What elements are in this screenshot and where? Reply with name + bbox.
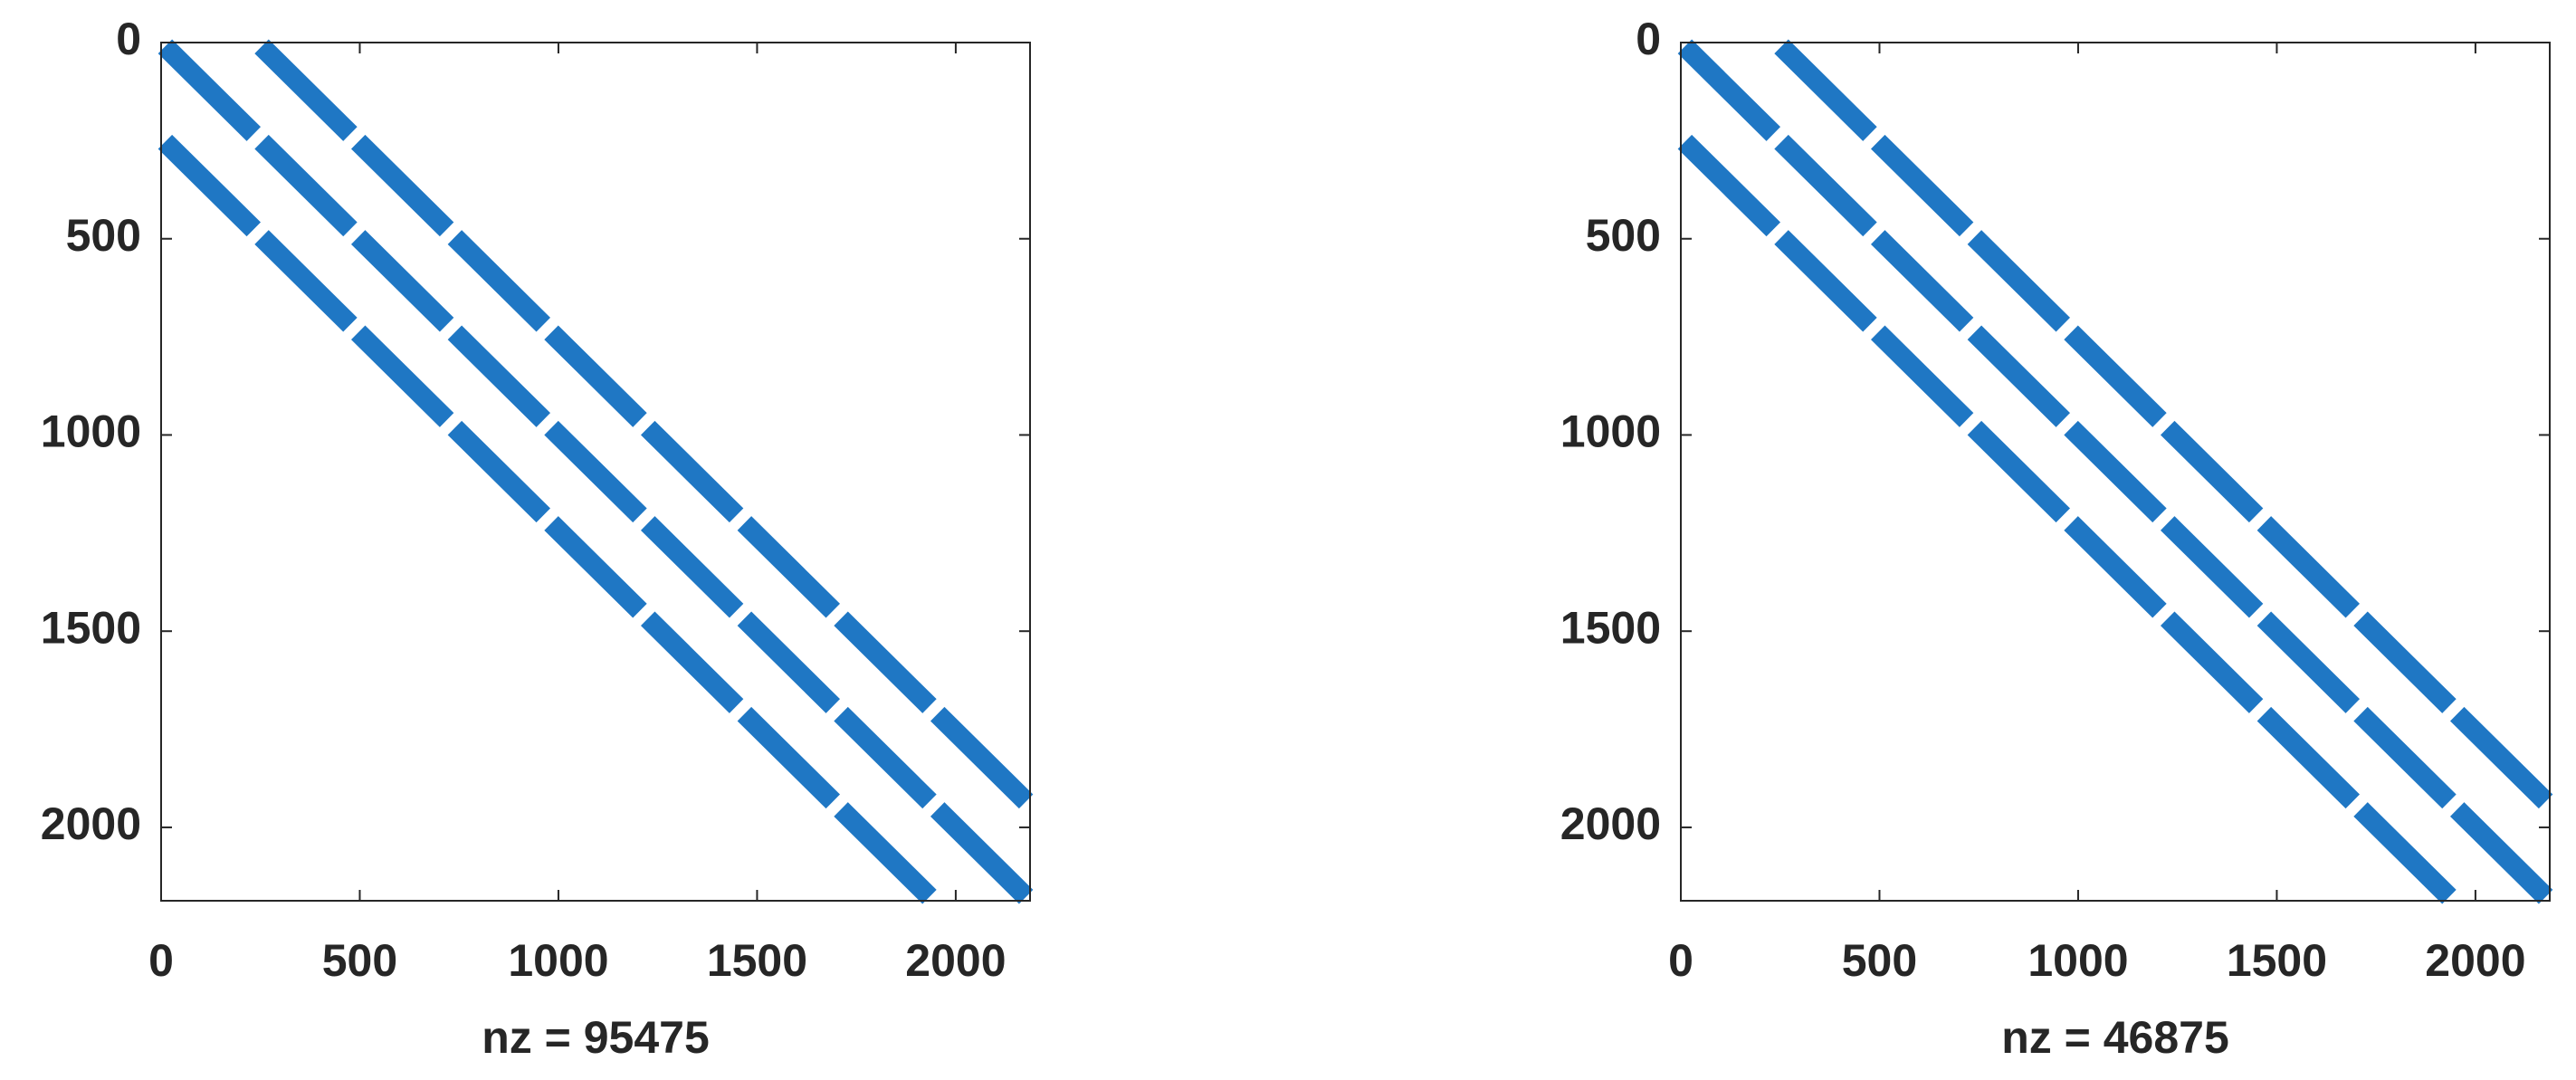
nonzero-band	[544, 420, 647, 523]
nonzero-band	[2353, 802, 2457, 904]
x-tick-label: 1000	[2027, 935, 2128, 986]
y-tick-label: 2000	[41, 798, 141, 849]
axes-frame	[1680, 42, 2551, 902]
nonzero-band	[254, 134, 358, 237]
nonzero-band	[2449, 706, 2553, 809]
nonzero-band	[157, 134, 262, 237]
x-tick-label: 0	[148, 935, 174, 986]
nonzero-band	[2064, 325, 2167, 427]
nonzero-band	[447, 325, 551, 427]
nonzero-band	[544, 516, 647, 618]
y-tick-label: 1000	[1560, 406, 1661, 457]
y-tick-label: 1500	[41, 602, 141, 653]
nonzero-band	[930, 706, 1034, 809]
nonzero-band	[1967, 420, 2071, 523]
y-tick-label: 500	[1586, 210, 1661, 261]
nonzero-band	[2449, 802, 2553, 904]
x-tick-label: 1000	[508, 935, 608, 986]
nonzero-band	[1774, 230, 1877, 332]
nonzero-band	[1967, 230, 2071, 332]
nonzero-band	[350, 134, 454, 237]
nonzero-band	[2353, 611, 2457, 713]
nonzero-band	[447, 230, 551, 332]
x-tick-label: 0	[1668, 935, 1693, 986]
nonzero-band	[157, 39, 262, 141]
nonzero-band	[640, 516, 744, 618]
nonzero-band	[350, 230, 454, 332]
nonzero-band	[2064, 420, 2167, 523]
nonzero-band	[1870, 325, 1974, 427]
nonzero-band	[834, 611, 937, 713]
nonzero-band	[2160, 420, 2264, 523]
nonzero-band	[2160, 611, 2264, 713]
x-tick-label: 1500	[2227, 935, 2327, 986]
nonzero-band	[737, 611, 841, 713]
nonzero-band	[254, 39, 358, 141]
nonzero-band	[930, 802, 1034, 904]
x-tick-label: 1500	[707, 935, 807, 986]
nonzero-band	[2256, 611, 2361, 713]
nonzero-band	[1870, 230, 1974, 332]
nonzero-band	[1677, 39, 1781, 141]
nonzero-band	[737, 516, 841, 618]
y-tick-label: 0	[1636, 14, 1661, 64]
x-tick-label: 500	[322, 935, 397, 986]
nonzero-band	[544, 325, 647, 427]
nonzero-band	[254, 230, 358, 332]
nonzero-band	[2353, 706, 2457, 809]
nonzero-band	[1774, 134, 1877, 237]
nonzero-band	[1677, 134, 1781, 237]
nonzero-band	[350, 325, 454, 427]
x-tick-label: 2000	[2425, 935, 2525, 986]
nonzero-band	[737, 706, 841, 809]
nonzero-band	[2256, 706, 2361, 809]
x-axis-label: nz = 95475	[482, 1012, 710, 1063]
y-tick-label: 2000	[1560, 798, 1661, 849]
y-tick-label: 1500	[1560, 602, 1661, 653]
nonzero-band	[2064, 516, 2167, 618]
axes-frame	[160, 42, 1031, 902]
nonzero-band	[1870, 134, 1974, 237]
y-tick-label: 0	[116, 14, 141, 64]
nonzero-band	[640, 611, 744, 713]
x-tick-label: 2000	[905, 935, 1006, 986]
nonzero-band	[2160, 516, 2264, 618]
nonzero-band	[640, 420, 744, 523]
nonzero-band	[834, 706, 937, 809]
nonzero-band	[834, 802, 937, 904]
nonzero-band	[447, 420, 551, 523]
x-tick-label: 500	[1842, 935, 1917, 986]
nonzero-band	[1774, 39, 1877, 141]
x-axis-label: nz = 46875	[2001, 1012, 2229, 1063]
nonzero-band	[1967, 325, 2071, 427]
y-tick-label: 1000	[41, 406, 141, 457]
y-tick-label: 500	[66, 210, 141, 261]
nonzero-band	[2256, 516, 2361, 618]
